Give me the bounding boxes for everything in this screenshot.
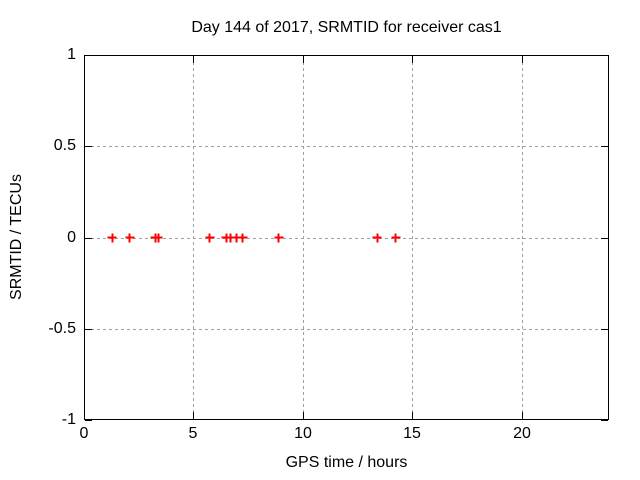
x-tick-mark: [412, 412, 413, 419]
x-tick-label: 10: [294, 425, 312, 442]
y-tick-mark: [85, 238, 92, 239]
x-tick-mark-top: [412, 56, 413, 63]
x-tick-mark: [303, 412, 304, 419]
y-tick-mark: [85, 146, 92, 147]
y-tick-mark: [85, 420, 92, 421]
y-tick-mark: [85, 55, 92, 56]
y-tick-mark-right: [601, 55, 608, 56]
y-tick-mark: [85, 329, 92, 330]
y-tick-label: -1: [61, 411, 76, 428]
y-tick-label: 0.5: [53, 137, 76, 154]
y-tick-mark-right: [601, 329, 608, 330]
x-tick-mark: [84, 412, 85, 419]
x-tick-mark-top: [193, 56, 194, 63]
data-point-marker: [205, 233, 215, 242]
data-point-marker: [231, 233, 241, 242]
y-tick-mark-right: [601, 238, 608, 239]
data-point-marker: [238, 233, 248, 242]
data-point-marker: [125, 233, 135, 242]
gridline-x-15: [412, 56, 413, 419]
y-axis-title: SRMTID / TECUs: [8, 174, 25, 300]
data-point-marker: [107, 233, 117, 242]
gridline-x-5: [193, 56, 194, 419]
y-tick-mark-right: [601, 146, 608, 147]
data-point-marker: [391, 233, 401, 242]
plot-area: [84, 55, 609, 420]
gridline-x-20: [522, 56, 523, 419]
gridline-y-0: [85, 238, 608, 239]
data-point-marker: [153, 233, 163, 242]
y-tick-label: 0: [67, 229, 76, 246]
x-axis-title: GPS time / hours: [285, 454, 408, 471]
x-tick-label: 5: [188, 425, 198, 442]
data-point-marker: [226, 233, 236, 242]
x-tick-label: 15: [403, 425, 421, 442]
data-point-marker: [274, 233, 284, 242]
x-tick-mark-top: [522, 56, 523, 63]
gridline-x-10: [303, 56, 304, 419]
data-point-marker: [372, 233, 382, 242]
x-tick-label: 20: [513, 425, 531, 442]
x-tick-label: 0: [79, 425, 89, 442]
x-tick-mark: [522, 412, 523, 419]
y-tick-mark-right: [601, 420, 608, 421]
y-tick-label: 1: [67, 46, 76, 63]
chart-title: Day 144 of 2017, SRMTID for receiver cas…: [191, 19, 502, 36]
y-tick-label: -0.5: [48, 320, 76, 337]
gridline-y-0.5: [85, 146, 608, 147]
x-tick-mark: [193, 412, 194, 419]
x-tick-mark-top: [84, 56, 85, 63]
gridline-y--0.5: [85, 329, 608, 330]
x-tick-mark-top: [303, 56, 304, 63]
